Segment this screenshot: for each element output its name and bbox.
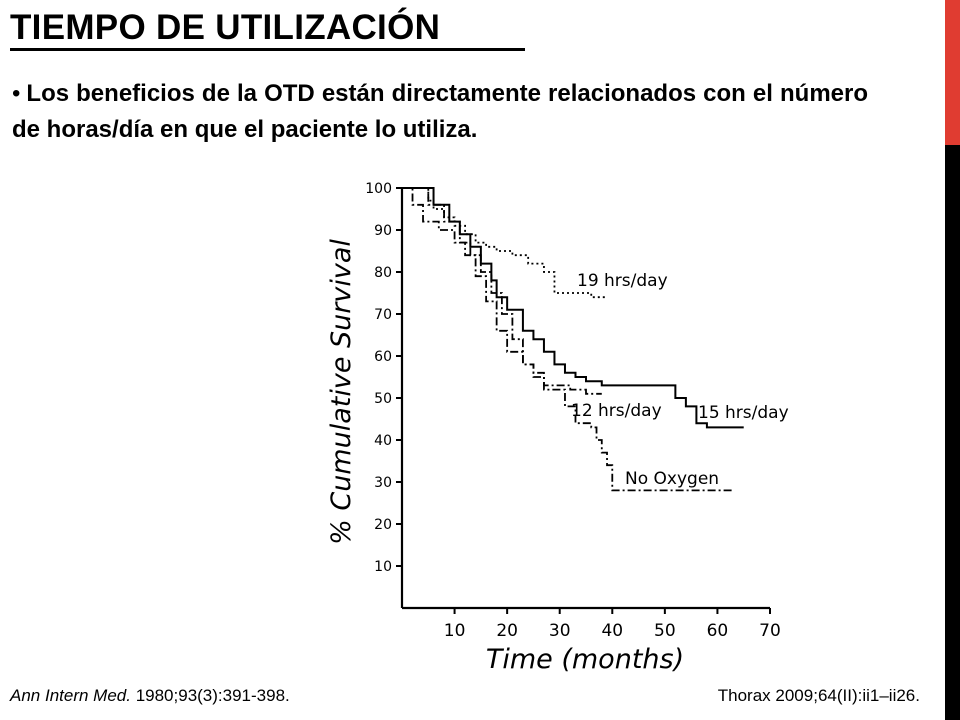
bullet-content: Los beneficios de la OTD están directame… — [12, 80, 868, 143]
x-tick-label: 30 — [549, 621, 571, 641]
y-tick-label: 80 — [374, 265, 392, 281]
x-tick-label: 60 — [707, 621, 729, 641]
axes — [400, 188, 770, 610]
reference-left: Ann Intern Med. 1980;93(3):391-398. — [10, 686, 290, 706]
series-line-12-hrs-day — [402, 187, 602, 395]
y-tick-label: 90 — [374, 223, 392, 239]
side-bar-accent — [945, 0, 960, 145]
series-line-no-oxygen — [402, 187, 734, 492]
y-tick-label: 20 — [374, 517, 392, 533]
reference-right: Thorax 2009;64(II):ii1–ii26. — [717, 686, 920, 705]
y-ticks: 10 20 30 40 50 60 70 80 90 100 — [365, 181, 402, 575]
y-axis-label: % Cumulative Survival — [326, 239, 357, 545]
slide-title: TIEMPO DE UTILIZACIÓN — [10, 8, 441, 47]
series-label-15hrs: 15 hrs/day — [698, 403, 789, 423]
x-tick-label: 40 — [601, 621, 623, 641]
reference-left-journal: Ann Intern Med. — [10, 686, 131, 705]
y-tick-label: 40 — [374, 433, 392, 449]
x-ticks: 10 20 30 40 50 60 70 — [444, 608, 781, 641]
series-label-19hrs: 19 hrs/day — [577, 271, 668, 291]
y-tick-label: 60 — [374, 349, 392, 365]
x-tick-label: 10 — [444, 621, 466, 641]
y-tick-label: 70 — [374, 307, 392, 323]
y-tick-label: 100 — [365, 181, 392, 197]
series-label-no-oxygen: No Oxygen — [625, 469, 719, 489]
series-line-15-hrs-day — [402, 187, 744, 429]
series-label-12hrs: 12 hrs/day — [571, 401, 662, 421]
bullet-text: • Los beneficios de la OTD están directam… — [12, 76, 868, 148]
bullet-dot: • — [12, 80, 21, 107]
y-tick-label: 10 — [374, 559, 392, 575]
x-tick-label: 50 — [654, 621, 676, 641]
y-tick-label: 30 — [374, 475, 392, 491]
x-axis-label: Time (months) — [486, 644, 684, 675]
title-underline — [10, 48, 525, 51]
y-tick-label: 50 — [374, 391, 392, 407]
x-tick-label: 70 — [759, 621, 781, 641]
reference-left-rest: 1980;93(3):391-398. — [130, 686, 290, 705]
side-bar — [945, 0, 960, 720]
x-tick-label: 20 — [496, 621, 518, 641]
series-lines — [402, 187, 744, 492]
